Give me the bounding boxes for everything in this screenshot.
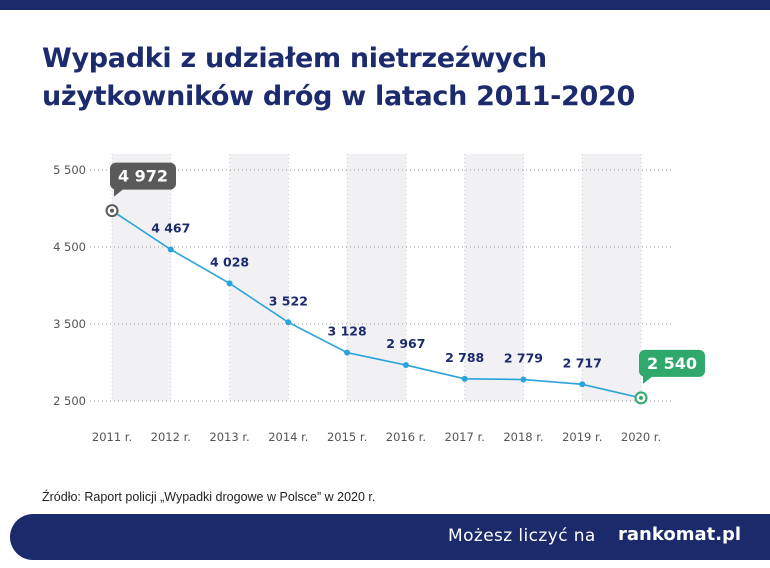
grid-band — [582, 154, 641, 401]
rankomat-logo: rankomat.pl — [618, 524, 742, 545]
data-point — [402, 362, 409, 369]
data-label: 4 467 — [151, 221, 190, 236]
y-tick-label: 4 500 — [53, 240, 86, 254]
data-point-highlight-center — [639, 395, 643, 400]
footer-tagline: Możesz liczyć na — [448, 526, 596, 546]
x-tick-label: 2018 r. — [503, 430, 543, 444]
grid-band — [229, 154, 289, 401]
series-line — [111, 209, 642, 399]
y-tick-label: 3 500 — [53, 317, 86, 331]
x-tick-label: 2012 r. — [151, 430, 191, 444]
chart-title: Wypadki z udziałem nietrzeźwych użytkown… — [42, 40, 702, 116]
data-label: 2 717 — [563, 355, 602, 370]
x-tick-label: 2013 r. — [209, 430, 249, 444]
data-point — [167, 246, 174, 253]
source-note: Źródło: Raport policji „Wypadki drogowe … — [42, 490, 376, 504]
footer-bar: Możesz liczyć na rankomat.pl — [10, 514, 770, 560]
data-label: 2 967 — [386, 336, 425, 351]
data-point — [520, 376, 527, 383]
data-label: 2 540 — [647, 354, 697, 373]
grid-band — [112, 154, 171, 401]
value-badge-pointer — [643, 375, 653, 384]
x-tick-label: 2015 r. — [327, 430, 367, 444]
grid-band — [464, 154, 524, 401]
y-tick-label: 5 500 — [53, 163, 86, 177]
x-tick-label: 2016 r. — [386, 430, 426, 444]
data-point — [226, 280, 233, 287]
data-point — [579, 381, 586, 388]
data-label: 2 779 — [504, 351, 543, 366]
x-tick-label: 2014 r. — [268, 430, 308, 444]
data-label: 4 028 — [210, 254, 249, 269]
x-tick-label: 2011 r. — [92, 430, 132, 444]
value-badge — [639, 349, 705, 377]
data-label: 3 522 — [269, 293, 308, 308]
data-point — [461, 375, 468, 382]
line-chart: 2 500 3 500 4 500 5 500 2011 r. 2012 r. 2013 r… — [53, 154, 705, 444]
data-point-highlight-center — [110, 208, 114, 213]
x-tick-label: 2019 r. — [562, 430, 602, 444]
data-point — [285, 319, 292, 326]
data-label: 2 788 — [445, 350, 484, 365]
data-label: 3 128 — [328, 324, 367, 339]
top-accent-bar — [0, 0, 770, 10]
y-tick-label: 2 500 — [53, 394, 86, 408]
title-line-1: Wypadki z udziałem nietrzeźwych — [42, 43, 547, 74]
value-badge — [110, 162, 176, 190]
x-tick-label: 2017 r. — [445, 430, 485, 444]
grid-band — [347, 154, 406, 401]
title-line-2: użytkowników dróg w latach 2011-2020 — [42, 81, 635, 112]
x-tick-label: 2020 r. — [621, 430, 661, 444]
value-badge-pointer — [114, 188, 124, 197]
data-label: 4 972 — [118, 167, 168, 186]
data-point — [344, 349, 351, 356]
